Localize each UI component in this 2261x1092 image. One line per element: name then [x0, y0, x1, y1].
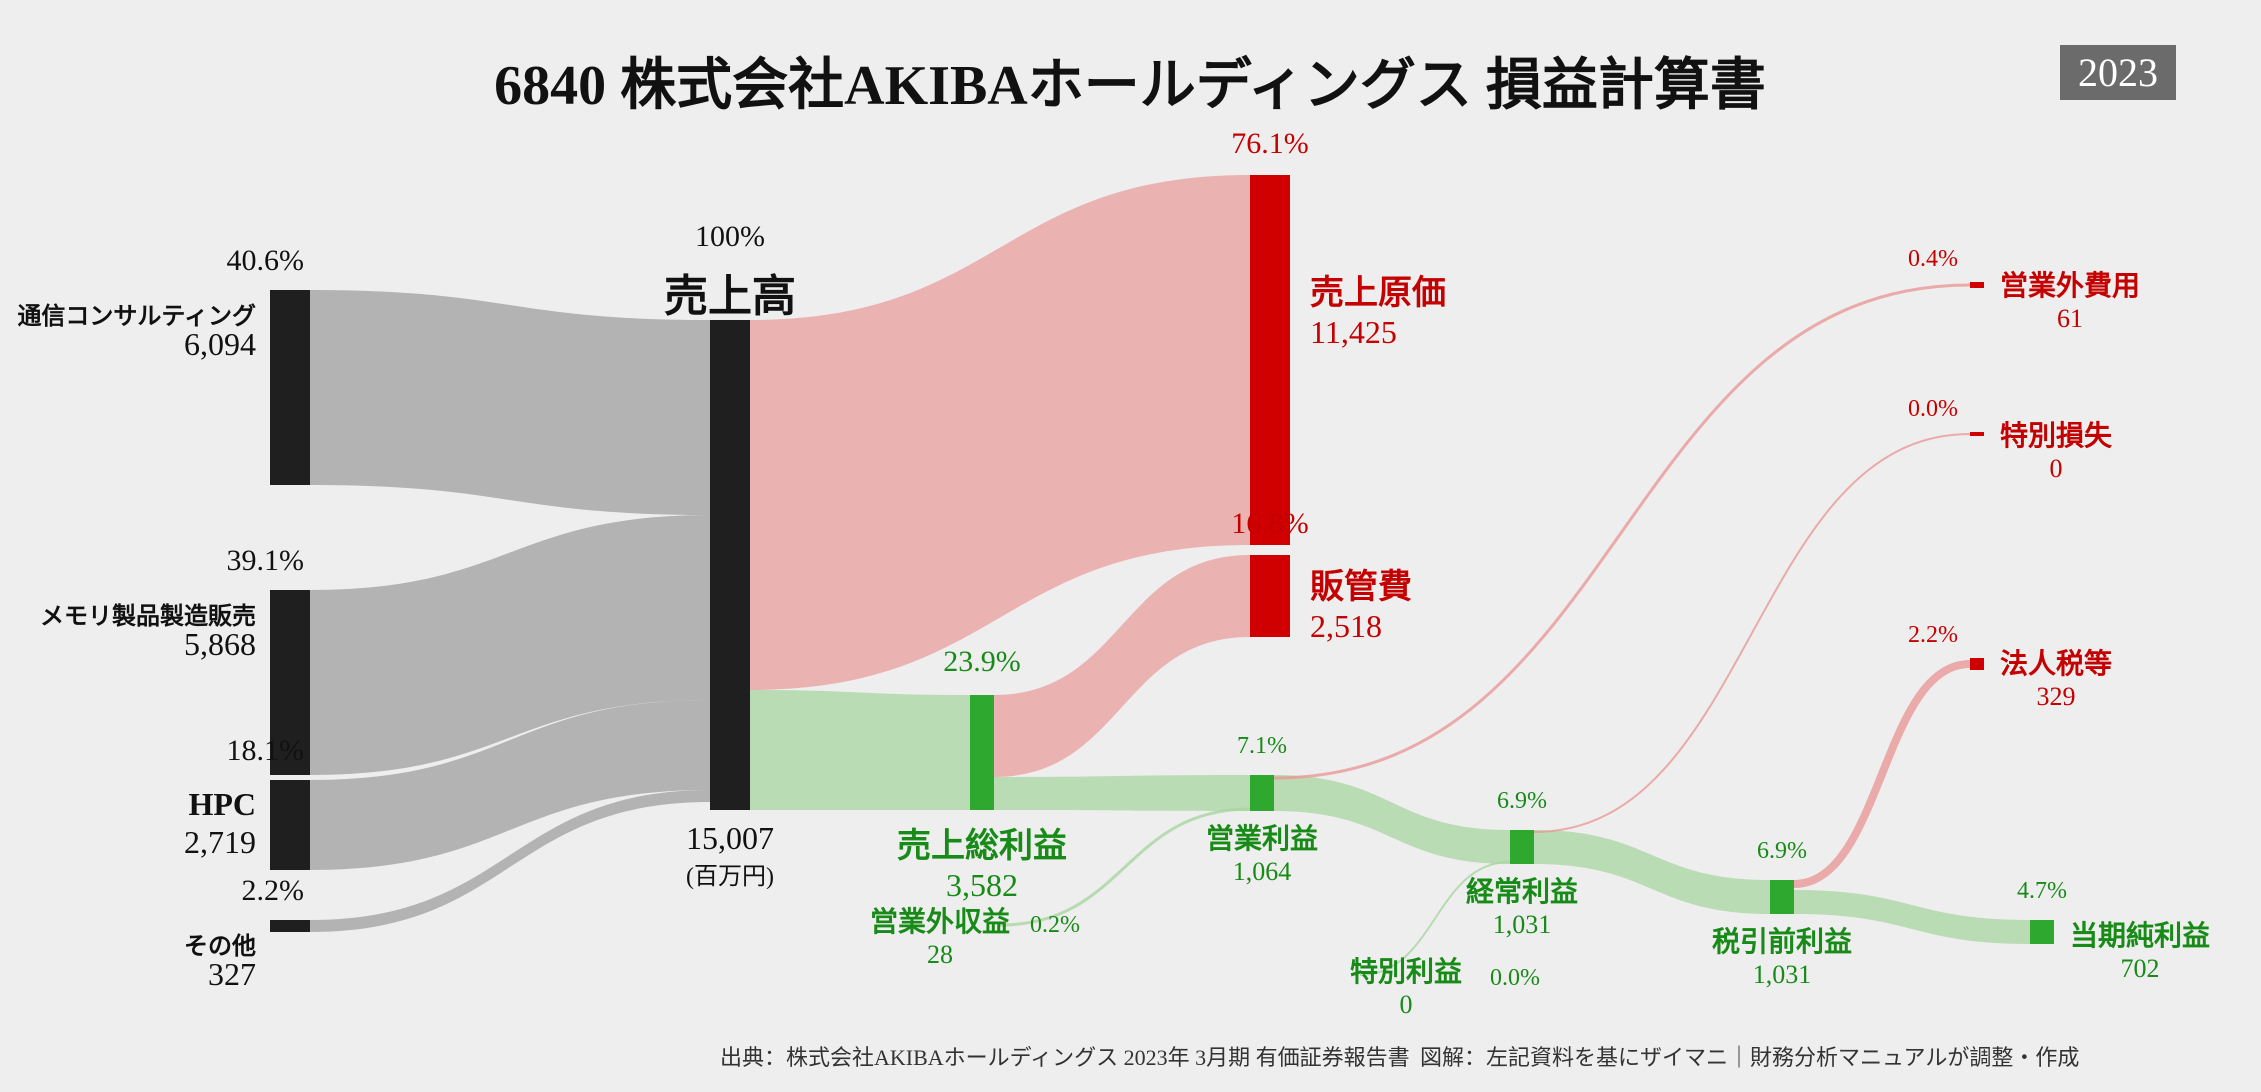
op-pct: 7.1%	[1237, 733, 1287, 760]
net-label: 当期純利益 702	[2070, 914, 2210, 984]
source-pct: 40.6%	[227, 244, 305, 278]
nonop-exp-pct: 0.4%	[1908, 246, 1958, 273]
year-badge: 2023	[2060, 45, 2176, 100]
sga-label: 販管費 2,518	[1310, 559, 1412, 645]
pretax-label: 税引前利益 1,031	[1712, 920, 1852, 990]
revenue-pct: 100%	[695, 220, 765, 254]
source-value: 5,868	[184, 626, 256, 663]
ord-pct: 6.9%	[1497, 788, 1547, 815]
footnote-right: 図解：左記資料を基にザイマニ｜財務分析マニュアルが調整・作成	[1420, 1040, 2079, 1072]
extra-gain-label: 特別利益 0	[1350, 950, 1462, 1020]
cogs-pct: 76.1%	[1231, 127, 1309, 161]
sga-pct: 16.8%	[1231, 507, 1309, 541]
nonop-inc-label: 営業外収益 28	[870, 900, 1010, 970]
cogs-label: 売上原価 11,425	[1310, 265, 1446, 351]
pretax-pct: 6.9%	[1757, 838, 1807, 865]
gross-pct: 23.9%	[943, 645, 1021, 679]
sankey-stage: 6840 株式会社AKIBAホールディングス 損益計算書202340.6%通信コ…	[0, 0, 2261, 1092]
revenue-label: 売上高	[664, 260, 796, 324]
source-value: 6,094	[184, 326, 256, 363]
net-pct: 4.7%	[2017, 878, 2067, 905]
op-label: 営業利益 1,064	[1206, 817, 1318, 887]
gross-label: 売上総利益 3,582	[897, 818, 1067, 904]
extra-loss-label: 特別損失 0	[2000, 414, 2112, 484]
source-pct: 39.1%	[227, 544, 305, 578]
page-title: 6840 株式会社AKIBAホールディングス 損益計算書	[494, 40, 1766, 121]
extra-loss-pct: 0.0%	[1908, 396, 1958, 423]
revenue-unit: (百万円)	[686, 856, 774, 891]
tax-label: 法人税等 329	[2000, 642, 2112, 712]
nonop-inc-pct: 0.2%	[1030, 912, 1080, 939]
sankey-svg	[0, 0, 2261, 1092]
source-pct: 18.1%	[227, 734, 305, 768]
revenue-value: 15,007	[686, 820, 774, 857]
source-pct: 2.2%	[242, 874, 305, 908]
source-name: HPC	[188, 786, 256, 823]
footnote-left: 出典：株式会社AKIBAホールディングス 2023年 3月期 有価証券報告書	[720, 1040, 1410, 1072]
extra-gain-pct: 0.0%	[1490, 965, 1540, 992]
nonop-exp-label: 営業外費用 61	[2000, 264, 2140, 334]
source-value: 327	[208, 956, 256, 993]
tax-pct: 2.2%	[1908, 622, 1958, 649]
ord-label: 経常利益 1,031	[1466, 870, 1578, 940]
source-value: 2,719	[184, 824, 256, 861]
